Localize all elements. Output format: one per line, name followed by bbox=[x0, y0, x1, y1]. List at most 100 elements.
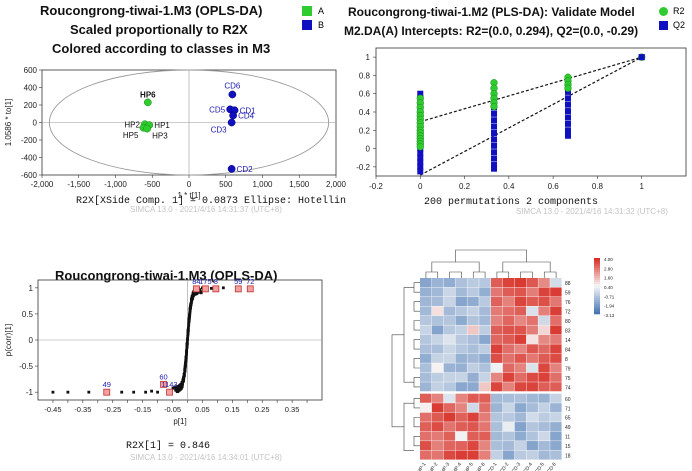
colorbar-step bbox=[594, 308, 600, 311]
q2-point bbox=[491, 142, 498, 149]
y-tick-label: 0.2 bbox=[359, 126, 371, 135]
x-tick-label: 0.15 bbox=[225, 405, 240, 414]
permutation-plot-legend: R2 Q2 bbox=[659, 4, 685, 32]
s-plot-variable bbox=[195, 291, 199, 295]
score-point-label: CD6 bbox=[224, 82, 241, 91]
q2-point bbox=[417, 154, 424, 161]
heatmap-cell bbox=[550, 353, 562, 363]
q2-point bbox=[564, 127, 571, 134]
heatmap-cell bbox=[420, 334, 432, 344]
heatmap-cell bbox=[479, 393, 491, 403]
heatmap-row-label: 18 bbox=[565, 454, 571, 460]
heatmap-cell bbox=[467, 353, 479, 363]
colorbar-tick-label: 4.00 bbox=[604, 257, 613, 262]
q2-point bbox=[564, 132, 571, 139]
heatmap-cell bbox=[455, 393, 467, 403]
colorbar-step bbox=[594, 300, 600, 303]
s-plot-variable bbox=[187, 321, 191, 325]
y-tick-label: 0.8 bbox=[359, 71, 371, 80]
colorbar-step bbox=[594, 272, 600, 275]
score-point-label: HP3 bbox=[152, 132, 168, 141]
x-tick-label: 0.6 bbox=[548, 182, 560, 191]
legend-label-r2: R2 bbox=[673, 6, 685, 16]
heatmap-cell bbox=[526, 382, 538, 392]
heatmap-cell bbox=[491, 325, 503, 335]
s-plot-variable bbox=[188, 310, 192, 314]
heatmap-cell bbox=[420, 403, 432, 413]
heatmap-cell bbox=[538, 315, 550, 325]
permutation-plot-title-line-1: Roucongrong-tiwai-1.M2 (PLS-DA): Validat… bbox=[348, 5, 635, 19]
heatmap-cell bbox=[526, 403, 538, 413]
heatmap-cell bbox=[467, 315, 479, 325]
colorbar-tick-label: 0.40 bbox=[604, 285, 613, 290]
score-point-label: HP5 bbox=[123, 131, 139, 140]
heatmap-cell bbox=[502, 353, 515, 363]
q2-point bbox=[417, 168, 424, 175]
x-axis-label: 1 * t[1] bbox=[177, 191, 200, 200]
highlighted-variable-label: 1143 bbox=[161, 380, 177, 389]
heatmap-cell bbox=[550, 441, 562, 451]
heatmap-cell bbox=[479, 344, 491, 354]
heatmap-cell bbox=[550, 382, 562, 392]
legend-label-a: A bbox=[318, 6, 325, 16]
s-plot-variable bbox=[171, 386, 175, 390]
heatmap-cell bbox=[550, 372, 562, 382]
dendrogram-branch bbox=[413, 377, 420, 388]
r2-point bbox=[564, 84, 572, 92]
heatmap-chart: 88 59 76 72 80 83 14 84 8 79 75 74 60 71 65 49 11 15 18 CD-… bbox=[391, 249, 615, 471]
heatmap-row-label: 15 bbox=[565, 444, 571, 450]
legend-item-a: A bbox=[302, 4, 324, 18]
heatmap-cell bbox=[514, 334, 527, 344]
heatmap-cell bbox=[538, 296, 550, 307]
heatmap-cell bbox=[420, 278, 432, 288]
s-plot-variable bbox=[186, 334, 190, 338]
heatmap-cell bbox=[514, 372, 527, 382]
legend-item-r2: R2 bbox=[659, 4, 685, 18]
heatmap-cell bbox=[431, 344, 444, 354]
colorbar-step bbox=[594, 262, 600, 265]
s-plot-panel: Roucongrong-tiwai-1.M3 (OPLS-DA) -0.45 -0… bbox=[0, 240, 346, 471]
heatmap-cell bbox=[502, 334, 515, 344]
colorbar-step bbox=[594, 278, 600, 281]
dendrogram-branch bbox=[413, 282, 420, 293]
s-plot-variable bbox=[184, 356, 188, 359]
heatmap-cell bbox=[455, 441, 467, 451]
colorbar-step bbox=[594, 286, 600, 289]
heatmap-cell bbox=[455, 278, 467, 288]
heatmap-cell bbox=[420, 296, 432, 307]
r2-regression-line bbox=[420, 56, 642, 123]
score-plot-watermark: SIMCA 13.0 - 2021/4/16 14:31:37 (UTC+8) bbox=[130, 205, 282, 214]
highlighted-variable bbox=[212, 285, 220, 293]
heatmap-cell bbox=[431, 403, 444, 413]
q2-point bbox=[491, 155, 498, 162]
heatmap-cell bbox=[491, 431, 503, 441]
heatmap-cell bbox=[431, 306, 444, 316]
x-tick-label: 0 bbox=[187, 180, 192, 189]
colorbar-tick-label: -1.94 bbox=[604, 304, 615, 309]
heatmap-cell bbox=[467, 450, 479, 460]
s-plot-variable bbox=[184, 364, 187, 368]
highlighted-variable bbox=[160, 380, 167, 388]
heatmap-cell bbox=[550, 422, 562, 432]
heatmap-cell bbox=[514, 306, 527, 316]
score-point-label: CD5 bbox=[209, 105, 226, 114]
colorbar-step bbox=[594, 266, 600, 269]
s-plot-variable bbox=[199, 291, 203, 295]
heatmap-cell bbox=[455, 403, 467, 413]
heatmap-row-label: 71 bbox=[565, 406, 571, 412]
colorbar-step bbox=[594, 296, 600, 299]
heatmap-row-label: 88 bbox=[565, 281, 571, 287]
heatmap-col-label: CD-HP-3 bbox=[435, 462, 452, 471]
colorbar-step bbox=[594, 264, 600, 267]
heatmap-cell bbox=[491, 278, 503, 288]
x-tick-label: 0.05 bbox=[195, 405, 210, 414]
heatmap-row-label: 8 bbox=[565, 357, 568, 363]
dendrogram-branch bbox=[413, 417, 420, 428]
x-tick-label: -1,500 bbox=[67, 180, 90, 189]
colorbar-tick-label: 1.60 bbox=[604, 276, 613, 281]
y-tick-label: 0.5 bbox=[22, 310, 34, 319]
y-tick-label: 1 bbox=[366, 53, 371, 62]
heatmap-cell bbox=[538, 278, 550, 288]
colorbar-step bbox=[594, 284, 600, 287]
score-point-label: HP2 bbox=[124, 120, 140, 129]
